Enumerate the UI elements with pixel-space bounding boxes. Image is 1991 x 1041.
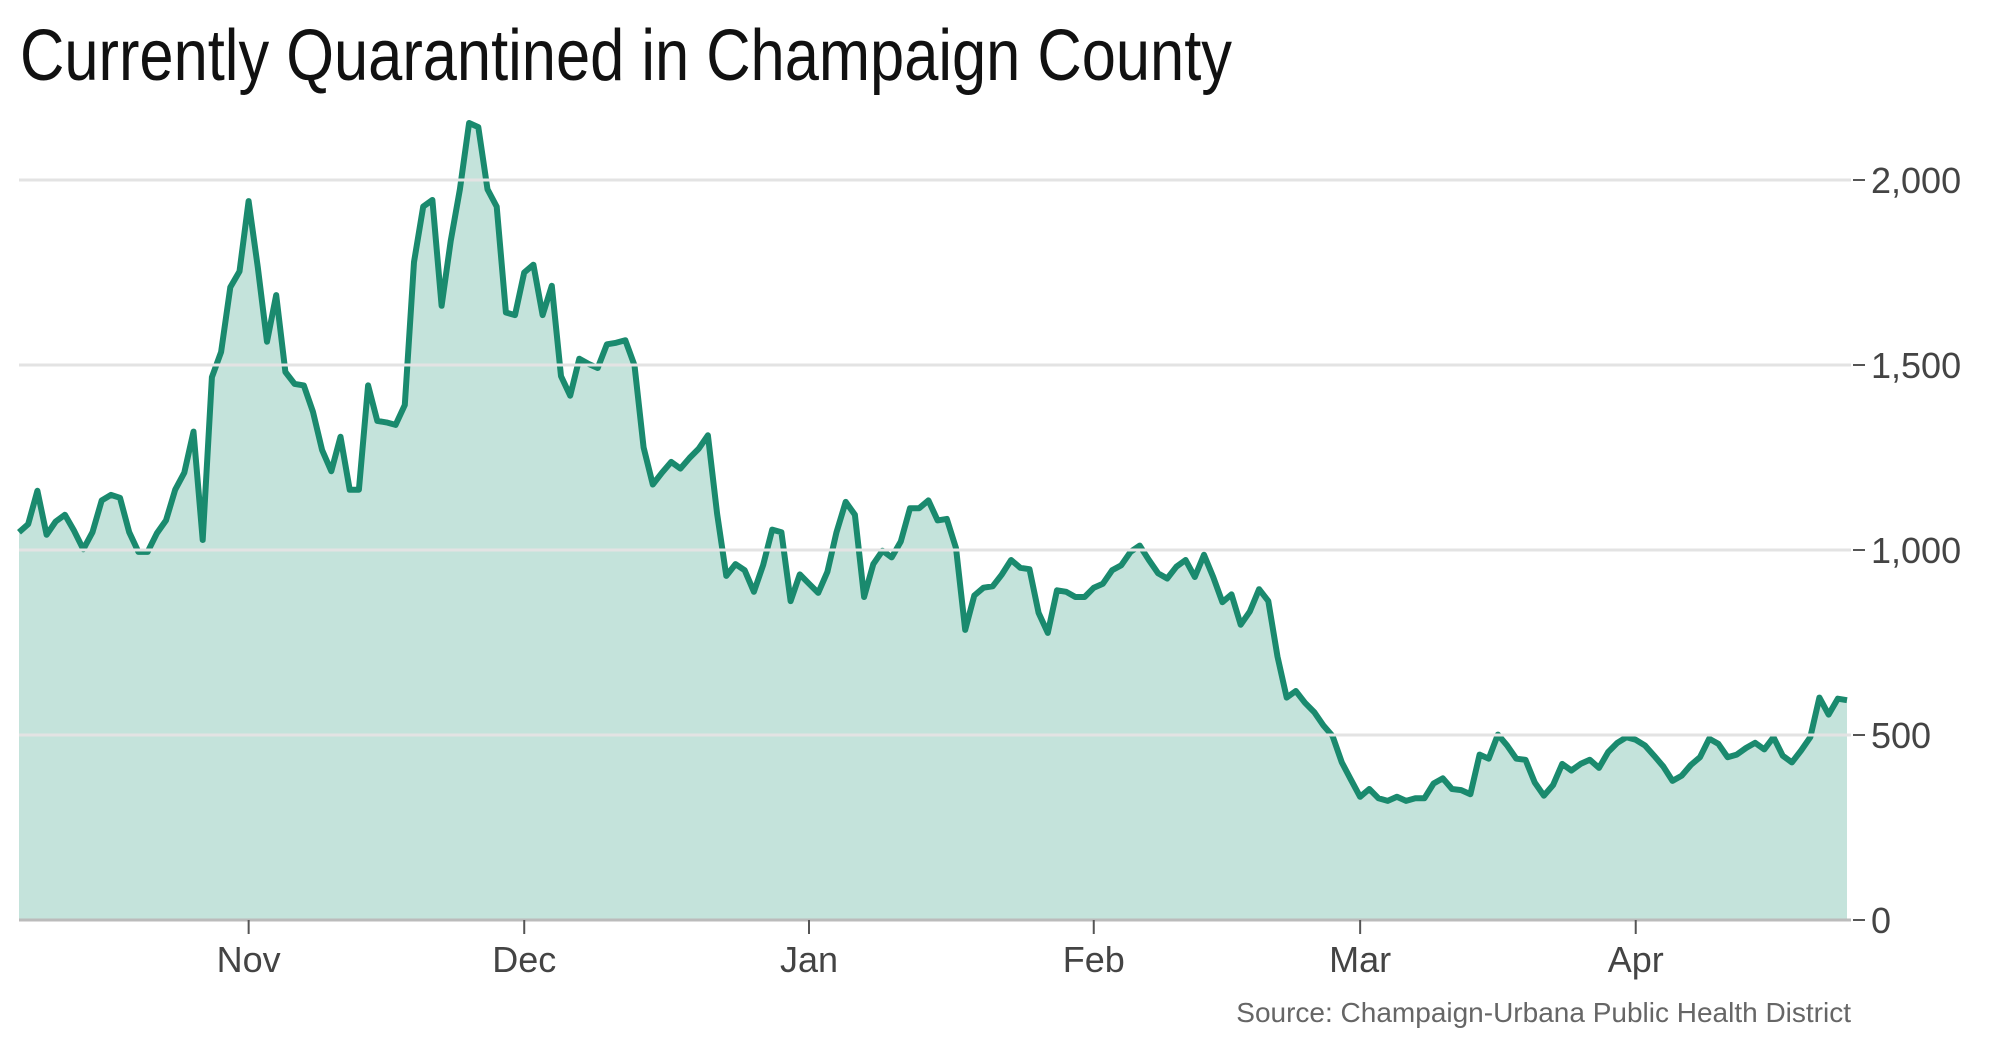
x-tick-label: Jan bbox=[780, 939, 838, 980]
y-tick-label: 1,000 bbox=[1871, 530, 1961, 571]
x-tick-label: Nov bbox=[217, 939, 281, 980]
source-note: Source: Champaign-Urbana Public Health D… bbox=[1236, 997, 1851, 1028]
line bbox=[17, 120, 1848, 804]
area-fill bbox=[19, 123, 1847, 920]
x-tick-label: Dec bbox=[492, 939, 556, 980]
x-tick-label: Apr bbox=[1608, 939, 1664, 980]
x-tick-label: Feb bbox=[1063, 939, 1125, 980]
y-tick-label: 1,500 bbox=[1871, 345, 1961, 386]
x-tick-label: Mar bbox=[1329, 939, 1391, 980]
y-tick-label: 2,000 bbox=[1871, 160, 1961, 201]
y-tick-label: 500 bbox=[1871, 715, 1931, 756]
y-tick-label: 0 bbox=[1871, 900, 1891, 941]
chart-title: Currently Quarantined in Champaign Count… bbox=[20, 16, 1232, 96]
